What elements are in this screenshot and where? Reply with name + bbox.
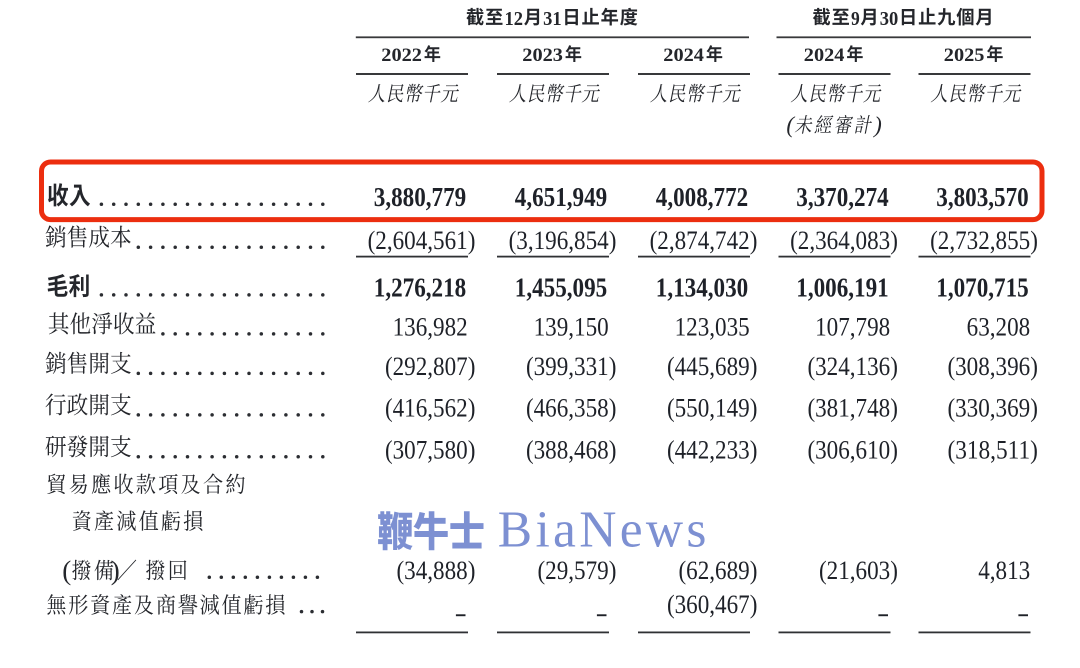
svg-text:(307,580): (307,580) xyxy=(385,434,475,464)
svg-text:2025: 2025 xyxy=(944,45,985,66)
svg-text:1,070,715: 1,070,715 xyxy=(936,273,1028,303)
svg-text:): ) xyxy=(111,555,120,585)
svg-text:(21,603): (21,603) xyxy=(819,555,898,585)
svg-text:1,134,030: 1,134,030 xyxy=(656,273,748,303)
svg-text:4,651,949: 4,651,949 xyxy=(515,182,607,212)
svg-text:(292,807): (292,807) xyxy=(385,351,475,381)
svg-text:1,006,191: 1,006,191 xyxy=(796,273,888,303)
svg-text:(2,874,742): (2,874,742) xyxy=(650,225,758,255)
svg-text:(381,748): (381,748) xyxy=(807,393,897,423)
svg-text:30: 30 xyxy=(880,9,899,30)
svg-text:2023: 2023 xyxy=(522,45,563,66)
svg-text:107,798: 107,798 xyxy=(815,312,890,342)
svg-text:(416,562): (416,562) xyxy=(385,393,475,423)
svg-text:3,803,570: 3,803,570 xyxy=(936,182,1028,212)
svg-text:(388,468): (388,468) xyxy=(526,434,616,464)
svg-text:1,276,218: 1,276,218 xyxy=(374,273,466,303)
svg-text:(550,149): (550,149) xyxy=(667,393,757,423)
svg-text:139,150: 139,150 xyxy=(534,312,609,342)
svg-text:(: ( xyxy=(786,113,795,138)
svg-text:(466,358): (466,358) xyxy=(526,393,616,423)
svg-text:(2,732,855): (2,732,855) xyxy=(930,225,1038,255)
svg-text:(2,364,083): (2,364,083) xyxy=(790,225,898,255)
svg-text:(399,331): (399,331) xyxy=(526,351,616,381)
svg-text:4,008,772: 4,008,772 xyxy=(656,182,748,212)
svg-text:4,813: 4,813 xyxy=(978,555,1030,585)
svg-text:(29,579): (29,579) xyxy=(537,555,616,585)
svg-text:(: ( xyxy=(62,555,71,585)
svg-text:(2,604,561): (2,604,561) xyxy=(368,225,476,255)
svg-text:(360,467): (360,467) xyxy=(667,589,757,619)
svg-text:(62,689): (62,689) xyxy=(678,555,757,585)
svg-text:63,208: 63,208 xyxy=(967,312,1031,342)
svg-text:12: 12 xyxy=(505,9,524,30)
svg-text:1,455,095: 1,455,095 xyxy=(515,273,607,303)
svg-text:(306,610): (306,610) xyxy=(807,434,897,464)
svg-text:9: 9 xyxy=(851,9,860,30)
svg-text:(308,396): (308,396) xyxy=(947,351,1037,381)
svg-text:136,982: 136,982 xyxy=(393,312,468,342)
svg-text:2022: 2022 xyxy=(381,45,422,66)
svg-text:(324,136): (324,136) xyxy=(807,351,897,381)
svg-text:(442,233): (442,233) xyxy=(667,434,757,464)
svg-text:(445,689): (445,689) xyxy=(667,351,757,381)
svg-text:): ) xyxy=(872,113,882,138)
svg-text:2024: 2024 xyxy=(663,45,704,66)
svg-text:(34,888): (34,888) xyxy=(396,555,475,585)
svg-text:(318,511): (318,511) xyxy=(947,434,1037,464)
svg-text:BiaNews: BiaNews xyxy=(498,502,710,559)
svg-text:2024: 2024 xyxy=(804,45,845,66)
svg-text:(3,196,854): (3,196,854) xyxy=(509,225,617,255)
svg-text:(330,369): (330,369) xyxy=(947,393,1037,423)
svg-text:31: 31 xyxy=(543,9,562,30)
svg-text:3,370,274: 3,370,274 xyxy=(796,182,889,212)
svg-text:3,880,779: 3,880,779 xyxy=(374,182,466,212)
svg-text:123,035: 123,035 xyxy=(675,312,750,342)
